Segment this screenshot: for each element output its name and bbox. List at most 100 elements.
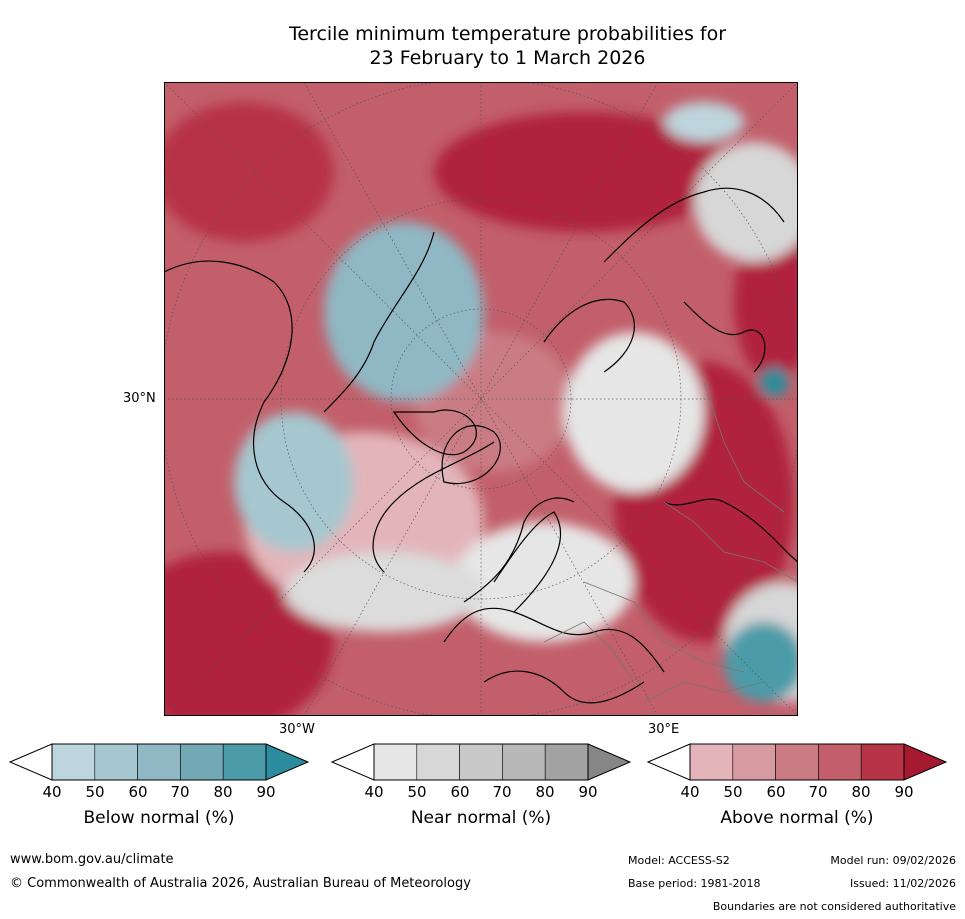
chart-title: Tercile minimum temperature probabilitie… [160,22,855,70]
colorbar-near-svg [331,743,631,781]
region-below-canada [324,222,484,402]
border-5 [643,681,765,703]
colorbar-above-swatch [732,743,776,781]
meridian-30w [303,82,659,716]
colorbar-near-max-arrow [587,743,631,781]
region-near-ne [694,142,798,262]
colorbar-below-svg [9,743,309,781]
colorbar-below-label: Below normal (%) [83,808,235,828]
title-line-1: Tercile minimum temperature probabilitie… [288,23,727,45]
coastline-iceland-norway [463,497,575,603]
region-near-europe [454,522,634,642]
meridian-30e [303,82,659,716]
footer-model-run: Model run: 09/02/2026 [830,854,956,867]
map-frame [164,82,798,716]
colorbar-near-swatch [373,743,418,781]
map-canvas [164,82,798,716]
coastline-chukotka [603,187,785,263]
colorbar-above [647,743,947,781]
colorbar-below-min-arrow [9,743,53,781]
footer-disclaimer: Boundaries are not considered authoritat… [712,900,956,913]
footer-base-period: Base period: 1981-2018 [628,877,761,890]
tick-label: 50 [407,783,427,801]
colorbar-near [331,743,631,781]
colorbar-above-min-arrow [647,743,691,781]
tick-label: 60 [766,783,786,801]
colorbar-below-outline [51,743,267,781]
footer-issued: Issued: 11/02/2026 [849,877,956,890]
tick-label: 90 [256,783,276,801]
colorbar-near-swatch [459,743,503,781]
border-4 [703,381,785,513]
tick-label: 50 [723,783,743,801]
tick-label: 40 [364,783,384,801]
colorbar-near-label: Near normal (%) [410,808,552,828]
colorbar-above-svg [647,743,947,781]
region-below-east [759,367,789,397]
colorbar-near-swatch [502,743,546,781]
region-below-na [234,412,354,552]
colorbar-above-max-arrow [903,743,947,781]
colorbar-near-min-arrow [331,743,375,781]
tick-label: 90 [894,783,914,801]
lon-label-30w: 30°W [279,722,315,737]
lat-circle-70 [390,308,572,490]
region-above-nw [164,102,334,242]
lon-label-30e: 30°E [648,722,680,737]
colorbar-above-swatch [689,743,734,781]
coastline-europe [443,607,665,673]
tick-label: 60 [128,783,148,801]
coastline-hudson [372,441,495,573]
footer-model: Model: ACCESS-S2 [628,854,730,867]
lat-label-30n: 30°N [123,391,156,406]
coastline-canadian-islands [392,409,477,456]
meridian-45b [164,82,798,716]
region-above-north-pacific [434,112,734,232]
region-below-se [724,622,798,702]
tick-label: 50 [85,783,105,801]
tick-label: 60 [450,783,470,801]
colorbar-above-outline [689,743,905,781]
coastline-kamchatka [683,301,766,373]
coastline-central-asia [663,498,798,563]
region-near-siberia [564,332,704,492]
border-2 [543,621,635,683]
colorbar-below-max-arrow [265,743,309,781]
coastline-scandinavia [493,511,562,613]
title-line-2: 23 February to 1 March 2026 [369,47,646,69]
colorbar-below-swatch [222,743,267,781]
coastlines [164,187,798,704]
footer-url[interactable]: www.bom.gov.au/climate [10,852,174,867]
tick-label: 70 [170,783,190,801]
colorbar-below-swatch [180,743,224,781]
border-3 [663,501,798,583]
colorbar-below-swatch [94,743,138,781]
tick-label: 80 [213,783,233,801]
tick-label: 90 [578,783,598,801]
coastline-siberia-north [543,298,635,373]
colorbar-below-swatch [51,743,96,781]
forecast-map [164,82,798,716]
colorbar-near-swatch [544,743,589,781]
tick-label: 40 [42,783,62,801]
colorbar-above-swatch [775,743,819,781]
region-near-atlantic [284,552,484,632]
tick-label: 70 [492,783,512,801]
tick-label: 80 [535,783,555,801]
colorbar-above-label: Above normal (%) [720,808,874,828]
tick-label: 80 [851,783,871,801]
coastline-greenland [441,425,501,485]
footer-copyright: © Commonwealth of Australia 2026, Austra… [10,876,471,891]
coastline-alaska [323,231,435,413]
tick-label: 70 [808,783,828,801]
coastline-mediterranean [483,670,645,704]
colorbar-near-outline [373,743,589,781]
colorbar-below [9,743,309,781]
colorbar-near-swatch [416,743,460,781]
colorbar-above-swatch [860,743,905,781]
tick-label: 40 [680,783,700,801]
country-borders [543,381,798,703]
colorbar-below-swatch [137,743,181,781]
coastline-north-america-west [164,260,315,573]
border-1 [583,581,745,673]
